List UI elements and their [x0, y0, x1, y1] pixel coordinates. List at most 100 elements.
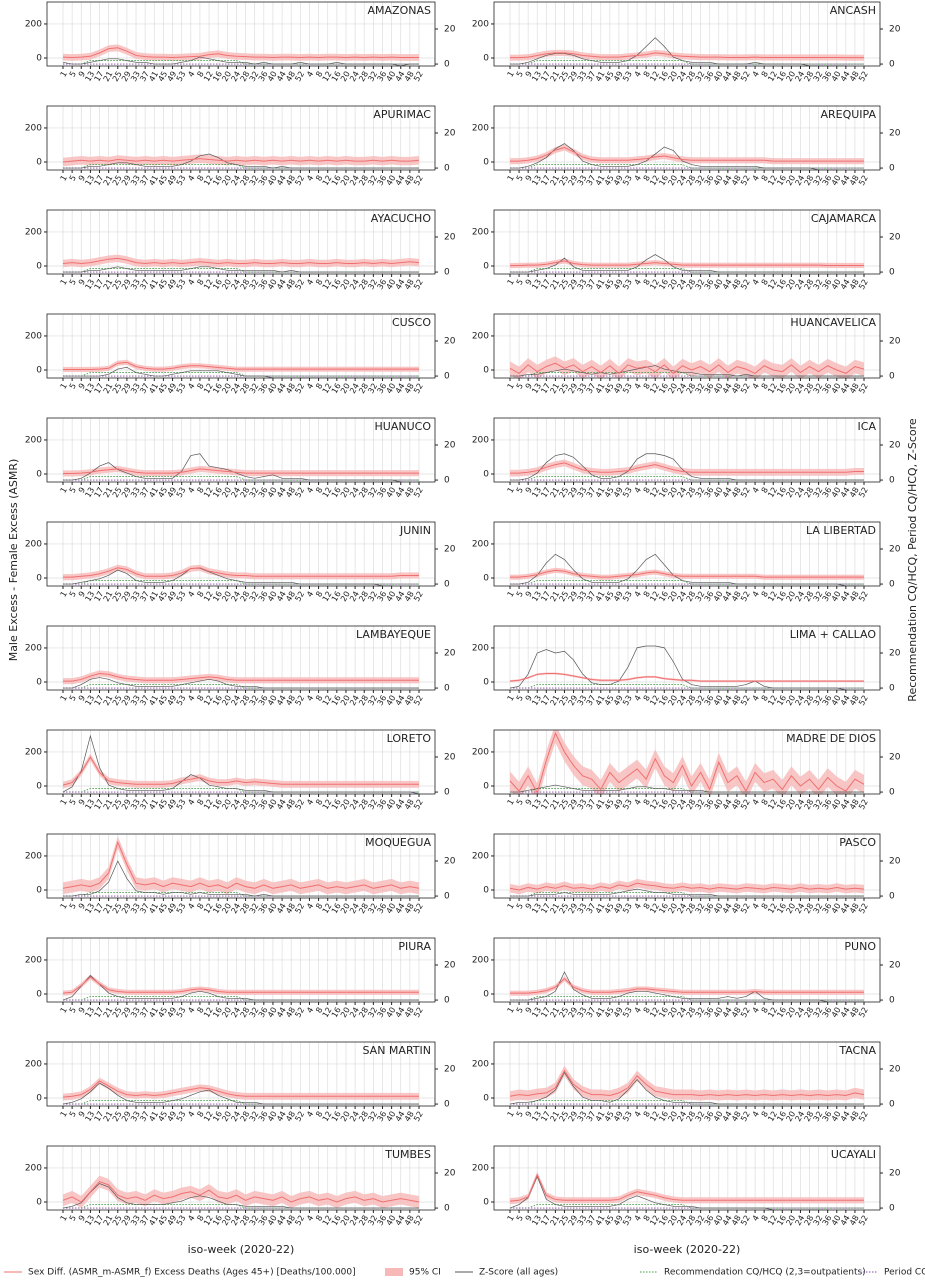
x-tick-label: 52 [739, 590, 752, 603]
x-tick-label: 33 [576, 902, 589, 915]
x-tick-label: 36 [375, 1006, 388, 1019]
x-tick-label: 40 [385, 70, 398, 83]
x-tick-label: 40 [712, 694, 725, 707]
x-tick-label: 45 [156, 798, 169, 811]
x-tick-label: 1 [59, 278, 69, 287]
x-tick-label: 4 [751, 486, 761, 495]
x-tick-label: 28 [685, 382, 698, 395]
x-tick-label: 8 [195, 1110, 205, 1119]
x-tick-label: 8 [642, 278, 652, 287]
x-tick-label: 44 [839, 70, 852, 83]
x-tick-label: 32 [694, 174, 707, 187]
x-tick-label: 36 [821, 902, 834, 915]
x-tick-label: 37 [138, 486, 151, 499]
x-tick-label: 8 [195, 902, 205, 911]
z-score-line [63, 266, 419, 273]
panel-frame [46, 313, 436, 379]
x-tick-label: 8 [760, 382, 770, 391]
x-tick-label: 4 [186, 174, 196, 183]
y-tick-label: 200 [472, 435, 489, 445]
x-tick-label: 4 [186, 902, 196, 911]
x-tick-label: 49 [166, 1214, 179, 1227]
x-tick-label: 45 [603, 902, 616, 915]
x-tick-label: 12 [648, 174, 661, 187]
x-tick-label: 48 [848, 590, 861, 603]
x-tick-label: 45 [603, 278, 616, 291]
x-tick-label: 8 [760, 486, 770, 495]
x-tick-label: 52 [739, 798, 752, 811]
x-tick-label: 12 [648, 590, 661, 603]
x-tick-label: 52 [412, 1006, 425, 1019]
y-tick-label: 0 [36, 990, 42, 1000]
x-tick-label: 24 [793, 174, 806, 187]
x-tick-label: 16 [330, 1006, 343, 1019]
y2-tick-label: 0 [444, 892, 450, 902]
y-tick-label: 0 [36, 1198, 42, 1208]
x-tick-label: 21 [548, 1110, 561, 1123]
x-tick-label: 41 [147, 70, 160, 83]
x-tick-label: 41 [147, 382, 160, 395]
x-tick-label: 9 [524, 1006, 534, 1015]
x-tick-label: 8 [314, 590, 324, 599]
x-tick-label: 24 [229, 486, 242, 499]
x-tick-label: 9 [524, 174, 534, 183]
x-tick-label: 13 [530, 174, 543, 187]
ci-band [63, 44, 419, 61]
x-tick-label: 41 [594, 174, 607, 187]
x-tick-label: 16 [775, 1214, 788, 1227]
x-tick-label: 45 [603, 382, 616, 395]
x-tick-label: 5 [515, 798, 525, 807]
x-tick-label: 32 [694, 694, 707, 707]
x-tick-label: 53 [621, 382, 634, 395]
ci-band [63, 753, 419, 789]
x-tick-label: 33 [576, 174, 589, 187]
x-tick-label: 53 [175, 590, 188, 603]
x-tick-label: 48 [730, 278, 743, 291]
x-tick-label: 13 [530, 590, 543, 603]
x-tick-label: 4 [186, 1110, 196, 1119]
x-tick-label: 32 [812, 694, 825, 707]
x-tick-label: 13 [83, 174, 96, 187]
panel-title: TUMBES [384, 1148, 431, 1161]
x-tick-label: 48 [403, 590, 416, 603]
x-tick-label: 24 [229, 902, 242, 915]
x-tick-label: 8 [195, 70, 205, 79]
x-tick-label: 36 [257, 174, 270, 187]
z-score-line [509, 1175, 831, 1210]
x-tick-label: 8 [195, 1214, 205, 1223]
y2-tick-label: 20 [889, 753, 901, 763]
x-tick-label: 32 [812, 278, 825, 291]
x-tick-label: 1 [506, 590, 516, 599]
x-tick-label: 44 [839, 1110, 852, 1123]
x-tick-label: 48 [403, 1110, 416, 1123]
x-tick-label: 32 [812, 382, 825, 395]
x-tick-label: 25 [111, 1006, 124, 1019]
x-tick-label: 13 [530, 694, 543, 707]
sex-diff-line [62, 158, 420, 163]
x-tick-label: 33 [129, 486, 142, 499]
x-tick-label: 25 [557, 70, 570, 83]
ci-band [510, 258, 864, 269]
x-tick-label: 20 [339, 590, 352, 603]
x-tick-label: 16 [775, 70, 788, 83]
x-tick-label: 32 [248, 70, 261, 83]
x-tick-label: 16 [211, 1214, 224, 1227]
z-score-line [63, 453, 420, 482]
x-tick-label: 40 [266, 174, 279, 187]
panel: UCAYALI020002015913172125293337414549534… [472, 1145, 901, 1227]
x-tick-label: 8 [195, 694, 205, 703]
x-tick-label: 12 [766, 694, 779, 707]
x-tick-label: 44 [721, 278, 734, 291]
x-tick-label: 49 [612, 174, 625, 187]
sex-diff-line [509, 260, 864, 267]
x-tick-label: 40 [830, 798, 843, 811]
x-tick-label: 44 [839, 694, 852, 707]
x-tick-label: 32 [248, 278, 261, 291]
ci-band [63, 1077, 419, 1101]
plot-area [494, 2, 880, 66]
x-tick-label: 33 [576, 1006, 589, 1019]
ci-band [63, 1175, 419, 1208]
y-tick-label: 0 [36, 158, 42, 168]
panel-frame [493, 417, 881, 483]
